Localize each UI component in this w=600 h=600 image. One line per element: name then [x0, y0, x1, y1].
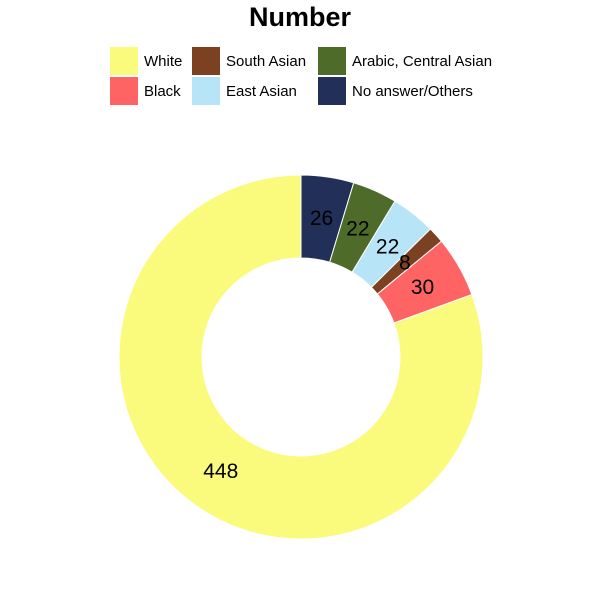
legend-swatch [192, 47, 220, 75]
chart-title: Number [248, 2, 351, 32]
legend-item-no-answer-others: No answer/Others [318, 77, 473, 105]
slice-value-label-no-answer-others: 26 [310, 207, 333, 230]
slice-white [118, 174, 484, 540]
legend-swatch [318, 77, 346, 105]
slice-value-label-east-asian: 22 [376, 235, 399, 258]
legend-label: South Asian [226, 52, 307, 70]
legend-item-white: White [110, 47, 182, 75]
legend-label: East Asian [226, 82, 297, 100]
legend-item-black: Black [110, 77, 181, 105]
legend-item-south-asian: South Asian [192, 47, 306, 75]
legend-item-arabic-central-asian: Arabic, Central Asian [318, 47, 492, 75]
slice-value-label-arabic-central-asian: 22 [346, 218, 369, 241]
legend-item-east-asian: East Asian [192, 77, 297, 105]
legend-swatch [318, 47, 346, 75]
legend-label: White [144, 52, 183, 70]
legend-label: Arabic, Central Asian [352, 52, 493, 70]
legend-label: Black [144, 82, 181, 100]
slice-value-label-black: 30 [411, 276, 434, 299]
legend-label: No answer/Others [352, 82, 473, 100]
legend-swatch [110, 77, 138, 105]
slice-value-label-south-asian: 8 [399, 252, 411, 275]
legend-swatch [192, 77, 220, 105]
slice-value-label-white: 448 [203, 460, 238, 483]
legend-swatch [110, 47, 138, 75]
